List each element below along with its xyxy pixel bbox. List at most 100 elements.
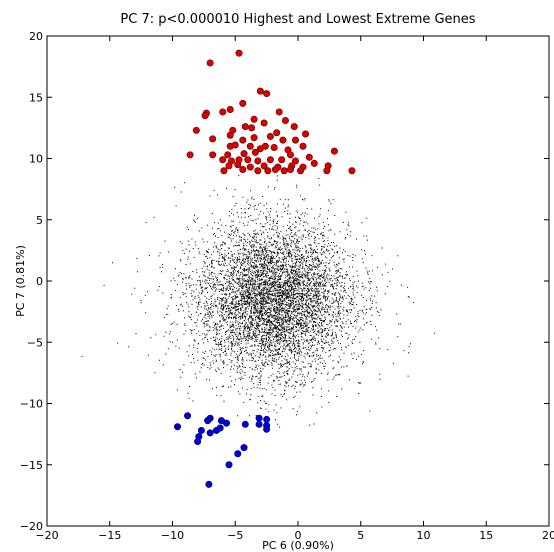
- y-axis: −20 −15 −10 −5 0 5 10 15 20: [20, 30, 549, 533]
- lowest-gene-point: [206, 429, 214, 437]
- y-tick-label: −20: [20, 520, 43, 533]
- highest-gene-point: [256, 145, 264, 153]
- highest-gene-point: [239, 136, 247, 144]
- highest-gene-point: [286, 166, 294, 174]
- highest-gene-point: [270, 143, 278, 151]
- lowest-gene-point: [263, 425, 271, 433]
- highest-gene-point: [279, 136, 287, 144]
- x-tick-label: −5: [227, 529, 243, 542]
- highest-genes-series: [186, 49, 356, 175]
- y-tick-label: 0: [36, 275, 43, 288]
- highest-gene-point: [348, 167, 356, 175]
- highest-gene-point: [231, 141, 239, 149]
- highest-gene-point: [241, 123, 249, 131]
- highest-gene-point: [323, 167, 331, 175]
- x-tick-label: 0: [295, 529, 302, 542]
- highest-gene-point: [280, 167, 288, 175]
- highest-gene-point: [240, 150, 248, 158]
- y-tick-label: 10: [29, 153, 43, 166]
- highest-gene-point: [226, 131, 234, 139]
- highest-gene-point: [219, 156, 227, 164]
- highest-gene-point: [220, 167, 228, 175]
- lowest-gene-point: [263, 415, 271, 423]
- x-tick-label: 10: [417, 529, 431, 542]
- highest-gene-point: [224, 151, 232, 159]
- highest-gene-point: [250, 134, 258, 142]
- highest-gene-point: [266, 156, 274, 164]
- lowest-gene-point: [255, 414, 263, 422]
- highest-gene-point: [266, 132, 274, 140]
- lowest-gene-point: [194, 437, 202, 445]
- highest-gene-point: [310, 159, 318, 167]
- highest-gene-point: [260, 119, 268, 127]
- lowest-gene-point: [204, 417, 212, 425]
- highest-gene-point: [209, 135, 217, 143]
- x-tick-label: −20: [35, 529, 58, 542]
- highest-gene-point: [246, 163, 254, 171]
- background-points: [81, 171, 436, 428]
- highest-gene-point: [250, 115, 258, 123]
- highest-gene-point: [281, 117, 289, 125]
- highest-gene-point: [226, 106, 234, 114]
- x-tick-label: 5: [357, 529, 364, 542]
- y-axis-label: PC 7 (0.81%): [14, 245, 27, 317]
- y-tick-label: −15: [20, 459, 43, 472]
- chart-title: PC 7: p<0.000010 Highest and Lowest Extr…: [120, 12, 475, 27]
- highest-gene-point: [244, 156, 252, 164]
- highest-gene-point: [297, 167, 305, 175]
- highest-gene-point: [256, 87, 264, 95]
- highest-gene-point: [275, 108, 283, 116]
- highest-gene-point: [234, 161, 242, 169]
- lowest-gene-point: [197, 426, 205, 434]
- y-tick-label: −5: [27, 336, 43, 349]
- highest-gene-point: [254, 157, 262, 165]
- x-tick-label: −15: [98, 529, 121, 542]
- x-axis: −20 −15 −10 −5 0 5 10 15 20: [35, 36, 554, 542]
- highest-gene-point: [305, 153, 313, 161]
- highest-gene-point: [291, 136, 299, 144]
- highest-gene-point: [209, 151, 217, 159]
- highest-gene-point: [235, 49, 243, 57]
- highest-gene-point: [186, 151, 194, 159]
- lowest-gene-point: [184, 412, 192, 420]
- plot-frame: [46, 35, 550, 527]
- x-tick-label: 15: [479, 529, 493, 542]
- highest-gene-point: [290, 123, 298, 131]
- highest-gene-point: [273, 129, 281, 137]
- x-axis-label: PC 6 (0.90%): [262, 539, 334, 552]
- highest-gene-point: [286, 151, 294, 159]
- lowest-gene-point: [174, 423, 182, 431]
- lowest-gene-point: [241, 420, 249, 428]
- background-point-cloud: [81, 171, 436, 428]
- lowest-gene-point: [225, 461, 233, 469]
- highest-gene-point: [251, 148, 259, 156]
- y-tick-label: 5: [36, 214, 43, 227]
- highest-gene-point: [302, 130, 310, 138]
- highest-gene-point: [254, 167, 262, 175]
- highest-gene-point: [330, 147, 338, 155]
- highest-gene-point: [225, 162, 233, 170]
- lowest-gene-point: [240, 444, 248, 452]
- highest-gene-point: [219, 108, 227, 116]
- lowest-gene-point: [222, 419, 230, 427]
- lowest-gene-point: [216, 424, 224, 432]
- highest-gene-point: [278, 156, 286, 164]
- highest-gene-point: [248, 124, 256, 132]
- y-tick-label: 20: [29, 30, 43, 43]
- x-tick-label: 20: [542, 529, 554, 542]
- highest-gene-point: [239, 99, 247, 107]
- highest-gene-point: [246, 142, 254, 150]
- highest-gene-point: [263, 90, 271, 98]
- y-tick-label: −10: [20, 398, 43, 411]
- highest-gene-point: [291, 157, 299, 165]
- highest-gene-point: [260, 162, 268, 170]
- highest-gene-point: [239, 166, 247, 174]
- y-tick-label: 15: [29, 91, 43, 104]
- lowest-gene-point: [205, 480, 213, 488]
- highlighted-series: [174, 49, 356, 488]
- lowest-genes-series: [174, 412, 271, 488]
- highest-gene-point: [206, 59, 214, 67]
- x-tick-label: −10: [161, 529, 184, 542]
- highest-gene-point: [271, 166, 279, 174]
